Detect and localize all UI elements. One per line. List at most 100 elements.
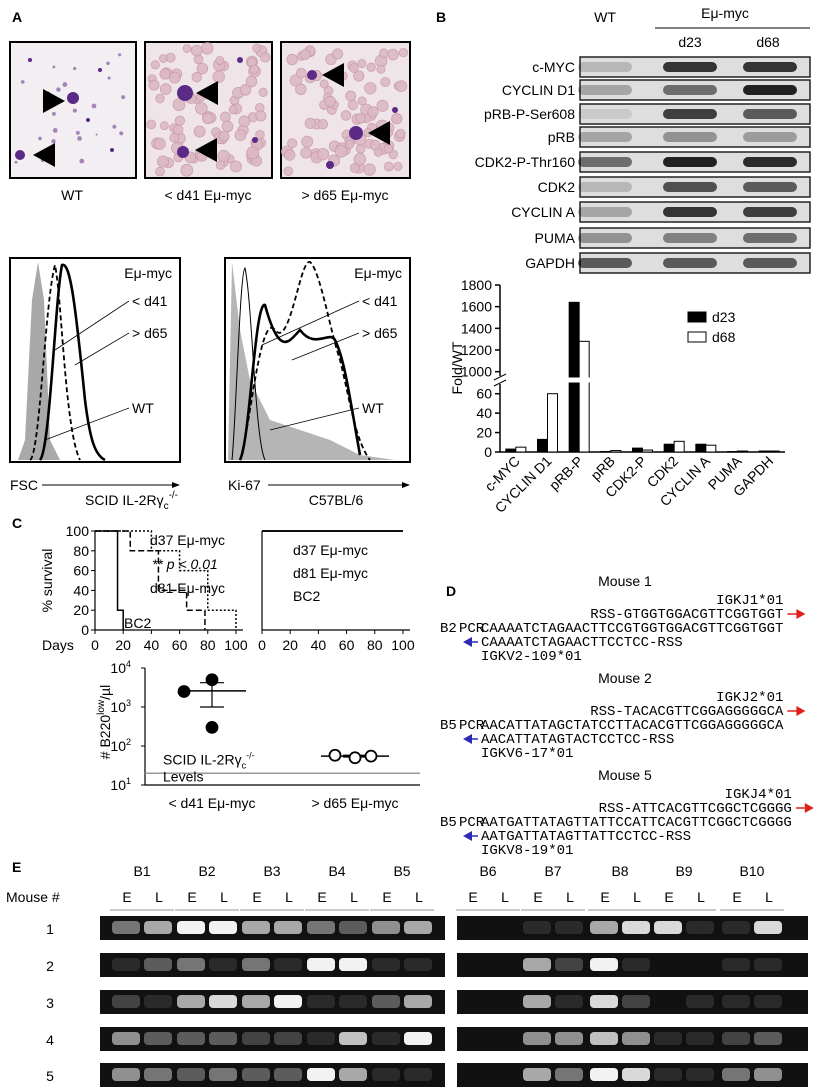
band: [578, 207, 632, 217]
gel-band: [722, 958, 750, 971]
gel-band: [654, 921, 682, 934]
blot-label: pRB-P-Ser608: [484, 106, 575, 122]
red-cell: [197, 63, 208, 74]
red-cell: [220, 112, 230, 122]
x-tick-label: 0: [91, 637, 99, 653]
gel-band: [372, 1032, 400, 1045]
red-cell: [175, 116, 184, 125]
y-tick-label: 1800: [461, 277, 492, 293]
gel-band: [523, 995, 551, 1008]
row-label: 5: [46, 1068, 54, 1084]
bar: [548, 394, 558, 452]
red-cell: [253, 44, 262, 53]
row-label: 1: [46, 921, 54, 937]
band: [743, 85, 797, 95]
gel-band: [242, 1068, 270, 1081]
red-cell: [354, 153, 366, 165]
x-tick-label: > d65 Eμ-myc: [311, 795, 398, 811]
y-tick-label: 1600: [461, 299, 492, 315]
red-cell: [156, 167, 165, 176]
red-cell: [288, 139, 297, 148]
gel-band: [339, 921, 367, 934]
gel-band: [177, 995, 205, 1008]
red-cell: [216, 56, 224, 64]
panel-label: D: [446, 583, 456, 599]
gel-band: [686, 1068, 714, 1081]
red-cell: [239, 116, 250, 127]
gel-band: [523, 1032, 551, 1045]
gel-band: [144, 1068, 172, 1081]
red-cell: [216, 161, 225, 170]
red-cell: [181, 164, 193, 176]
red-cell: [222, 121, 233, 132]
row-header: Mouse #: [6, 889, 60, 905]
chart-title: C57BL/6: [309, 492, 364, 508]
bar: [706, 445, 716, 452]
y-tick-label: 103: [110, 698, 131, 715]
bar: [674, 441, 684, 452]
label-sup: low: [96, 699, 107, 715]
red-cell: [365, 82, 376, 93]
gel-band: [754, 921, 782, 934]
gel-band: [112, 995, 140, 1008]
tick-exp: 2: [126, 737, 131, 747]
red-cell: [325, 96, 336, 107]
gel-band: [372, 958, 400, 971]
red-cell: [240, 85, 251, 96]
red-cell: [260, 53, 270, 63]
red-cell: [377, 65, 385, 73]
blot-label: c-MYC: [532, 59, 575, 75]
gel-band: [112, 1032, 140, 1045]
gel-band: [209, 921, 237, 934]
lane-label: L: [155, 889, 163, 905]
caption: WT: [61, 187, 83, 203]
panel-label: B: [436, 9, 446, 25]
gel-band: [274, 995, 302, 1008]
point: [179, 686, 190, 697]
gel-band: [754, 995, 782, 1008]
gel-band: [590, 1032, 618, 1045]
lane-label: L: [697, 889, 705, 905]
red-cell: [296, 68, 306, 78]
gel-band: [722, 995, 750, 1008]
caption: < d41 Eμ-myc: [164, 187, 251, 203]
j-arrow-head: [796, 609, 805, 619]
nucleus: [326, 161, 334, 169]
gel-band: [307, 958, 335, 971]
arrow-head: [172, 482, 180, 488]
clone-label: B2: [198, 863, 215, 879]
gel-band: [209, 1068, 237, 1081]
mouse-title: Mouse 2: [598, 670, 652, 686]
label-sub: c: [242, 760, 247, 770]
gel-band: [654, 1032, 682, 1045]
band: [743, 182, 797, 192]
lane-label: L: [220, 889, 228, 905]
red-cell: [230, 161, 241, 172]
red-cell: [302, 136, 313, 147]
v-gene: IGKV6-17*01: [481, 746, 573, 762]
gel-band: [209, 995, 237, 1008]
y-tick-label: 102: [110, 737, 131, 754]
lane-label: L: [415, 889, 423, 905]
debris: [92, 104, 97, 109]
clone-label: B6: [479, 863, 496, 879]
lane-label: L: [633, 889, 641, 905]
band: [663, 85, 717, 95]
gel-band: [307, 1068, 335, 1081]
bar: [769, 451, 779, 452]
gel-band: [686, 921, 714, 934]
band: [578, 109, 632, 119]
series-label: d37 Eμ-myc: [150, 532, 225, 548]
tick-exp: 3: [126, 698, 131, 708]
lane-label: E: [252, 889, 261, 905]
gel-band: [112, 921, 140, 934]
gel-band: [686, 1032, 714, 1045]
title-text: SCID IL-2Rγ: [85, 492, 164, 508]
red-cell: [287, 54, 298, 65]
red-cell: [247, 147, 259, 159]
blot-label: CYCLIN A: [511, 204, 575, 220]
flow-title: Eμ-myc: [354, 265, 402, 281]
debris: [73, 67, 76, 70]
band: [663, 132, 717, 142]
band: [663, 233, 717, 243]
